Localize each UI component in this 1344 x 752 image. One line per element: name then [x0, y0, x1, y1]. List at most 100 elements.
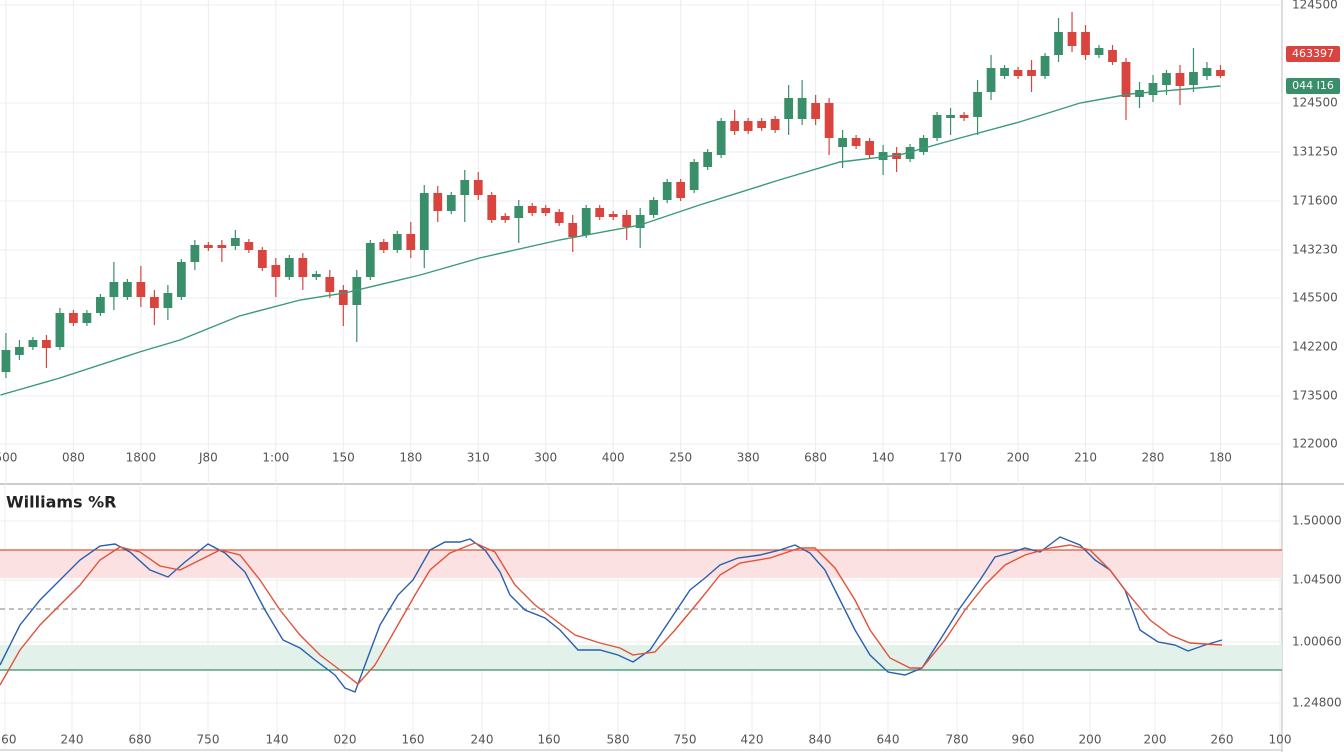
y-tick-label: 145500 — [1292, 291, 1338, 305]
x-tick-label: 200 — [1144, 733, 1167, 747]
y-tick-label: 131250 — [1292, 145, 1338, 159]
candle-body — [635, 215, 645, 228]
candle-body — [581, 208, 591, 235]
candle-body — [42, 340, 51, 348]
y-tick-label: 143230 — [1292, 243, 1338, 257]
candle-body — [244, 242, 254, 250]
candle-body — [298, 258, 308, 277]
candle-body — [676, 182, 686, 198]
candle-body — [1162, 73, 1171, 85]
x-tick-label: 560 — [0, 733, 16, 747]
candle-body — [716, 121, 726, 155]
candle-body — [500, 216, 510, 220]
price-badge-label: 463397 — [1292, 47, 1334, 60]
moving-average-line — [0, 85, 1221, 396]
x-tick-label: 780 — [946, 733, 969, 747]
x-tick-label: 260 — [1211, 733, 1234, 747]
x-tick-label: 1800 — [126, 451, 157, 465]
candle-body — [1013, 70, 1023, 76]
candle-body — [1094, 48, 1104, 55]
candle-body — [379, 242, 389, 250]
candle-body — [973, 92, 982, 117]
candle-body — [1000, 68, 1009, 76]
candle-body — [15, 347, 24, 355]
x-tick-label: 840 — [809, 733, 832, 747]
candle-body — [757, 121, 767, 128]
x-tick-label: 140 — [872, 451, 895, 465]
candle-body — [703, 152, 713, 167]
price-badge-label: 044 I16 — [1292, 79, 1334, 92]
x-tick-label: 420 — [741, 733, 764, 747]
candle-body — [176, 262, 186, 297]
candle-body — [473, 180, 483, 195]
candle-body — [946, 115, 955, 118]
x-tick-label: 200 — [1079, 733, 1102, 747]
candle-body — [1081, 32, 1090, 55]
x-tick-label: 380 — [737, 451, 760, 465]
candle-body — [514, 206, 524, 218]
candle-body — [433, 193, 443, 211]
candle-body — [689, 162, 699, 190]
candle-body — [487, 195, 497, 220]
candle-body — [136, 282, 146, 297]
candle-body — [851, 138, 861, 146]
x-tick-label: 640 — [877, 733, 900, 747]
indicator-line — [0, 536, 1223, 693]
y-tick-label: 124500 — [1292, 96, 1338, 110]
y-tick-label: 122000 — [1292, 437, 1338, 451]
candle-body — [568, 223, 578, 237]
x-tick-label: 750 — [197, 733, 220, 747]
x-tick-label: 160 — [402, 733, 425, 747]
candle-body — [932, 115, 942, 138]
candle-body — [1, 350, 11, 372]
candle-body — [446, 195, 456, 211]
candle-body — [325, 277, 335, 292]
x-tick-label: 300 — [534, 451, 557, 465]
candle-body — [959, 115, 969, 118]
candle-body — [608, 214, 618, 217]
candle-body — [203, 245, 213, 248]
candle-body — [311, 274, 321, 277]
x-tick-label: 020 — [334, 733, 357, 747]
candle-body — [123, 282, 132, 297]
x-tick-label: 180 — [399, 451, 422, 465]
x-tick-label: 240 — [61, 733, 84, 747]
candle-body — [622, 215, 632, 227]
candle-body — [1148, 83, 1158, 95]
y-tick-label: 171600 — [1292, 194, 1338, 208]
candle-body — [230, 238, 240, 246]
candle-body — [460, 180, 470, 195]
candle-body — [919, 138, 928, 152]
x-tick-label: 680 — [804, 451, 827, 465]
candle-body — [82, 313, 92, 323]
candle-body — [1189, 72, 1198, 85]
candle-body — [217, 245, 227, 248]
candle-body — [811, 103, 821, 119]
candle-body — [109, 282, 119, 297]
x-tick-label: 150 — [332, 451, 355, 465]
y-tick-label: 1.24800 — [1292, 696, 1342, 710]
y-tick-label: 1.50000 — [1292, 514, 1342, 528]
x-tick-label: 280 — [1142, 451, 1165, 465]
candle-body — [406, 234, 416, 250]
candle-body — [784, 98, 794, 119]
candle-body — [392, 234, 402, 250]
candle-body — [365, 243, 375, 277]
x-tick-label: J80 — [198, 451, 218, 465]
price-badge — [1286, 78, 1340, 94]
candle-body — [824, 103, 834, 138]
candle-body — [554, 212, 564, 223]
candle-body — [1040, 56, 1050, 76]
candle-body — [838, 138, 847, 147]
candle-body — [352, 277, 362, 305]
candle-body — [190, 245, 200, 262]
candle-body — [96, 297, 105, 313]
x-tick-label: 200 — [1007, 451, 1030, 465]
x-tick-label: 140 — [266, 733, 289, 747]
candle-body — [527, 206, 537, 213]
x-tick-label: 1:00 — [262, 451, 289, 465]
candle-body — [1202, 68, 1212, 76]
